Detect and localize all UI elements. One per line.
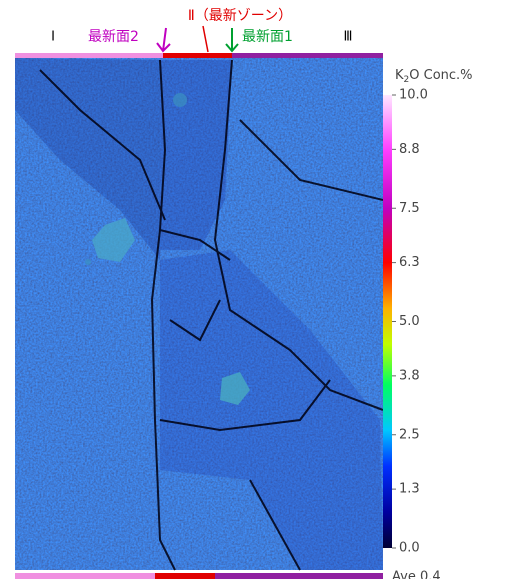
tick-label: 5.0	[399, 314, 420, 329]
zone-label: Ⅱ（最新ゾーン）	[188, 8, 292, 24]
zone-bar	[155, 573, 215, 579]
title-part: 2	[404, 75, 410, 85]
surface-label: 最新面2	[88, 29, 139, 45]
colorbar	[383, 95, 392, 548]
title-part: O Conc.%	[409, 68, 472, 83]
pointer-line	[202, 25, 209, 53]
map-image	[15, 58, 384, 571]
tick-label: 6.3	[399, 255, 420, 270]
zone-bar	[15, 573, 155, 579]
arrow	[225, 28, 239, 53]
colorbar-title: K2O Conc.%	[395, 68, 473, 85]
zone-label: Ⅲ	[344, 30, 353, 45]
tick-label: 10.0	[399, 88, 428, 103]
zone-label: Ⅰ	[51, 30, 55, 45]
title-part: K	[395, 68, 404, 83]
tick-label: 3.8	[399, 368, 420, 383]
tick-label: 1.3	[399, 482, 420, 497]
tick-label: 0.0	[399, 541, 420, 556]
zone-bar	[232, 53, 383, 58]
surface-label: 最新面1	[242, 29, 293, 45]
tick-label: 7.5	[399, 201, 420, 216]
average-label: Ave 0.4	[392, 570, 441, 579]
zone-bar	[215, 573, 383, 579]
tick-label: 8.8	[399, 142, 420, 157]
zone-bar	[163, 53, 232, 58]
zone-bar	[15, 53, 163, 58]
tick-label: 2.5	[399, 427, 420, 442]
arrow	[156, 27, 171, 53]
